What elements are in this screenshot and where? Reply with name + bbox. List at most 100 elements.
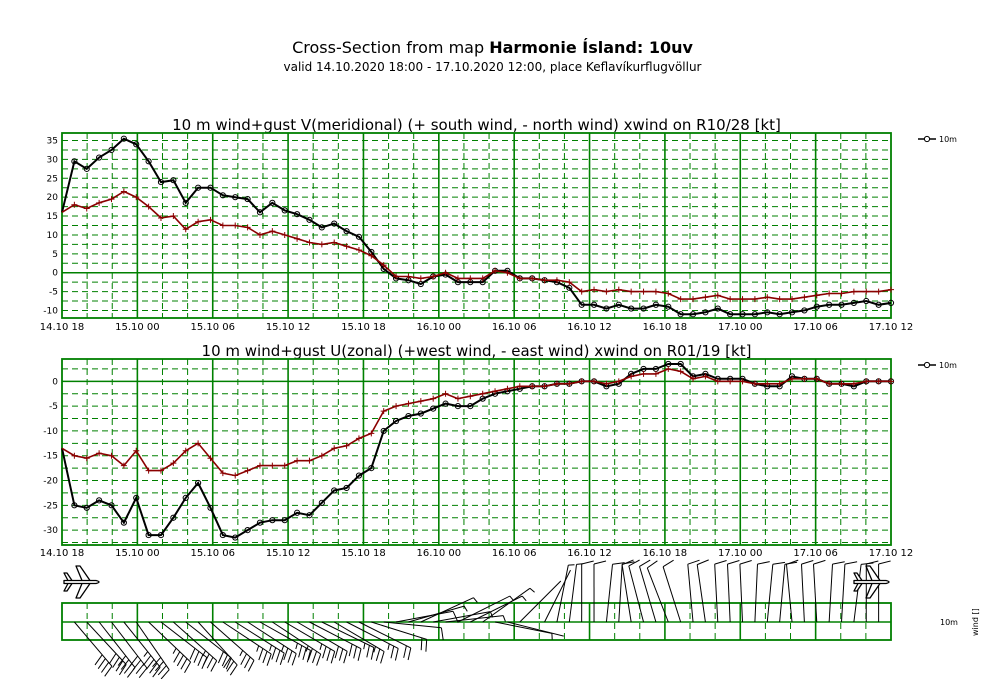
data-point-gust (714, 292, 721, 299)
x-tick-label: 17.10 00 (718, 322, 763, 333)
wind-barb (309, 621, 362, 661)
y-tick-label: 25 (47, 174, 58, 184)
barb-flag (298, 645, 303, 658)
barb-shaft (714, 564, 719, 623)
data-point-gust (665, 290, 672, 297)
data-point-wind (702, 309, 709, 316)
data-point-gust (541, 277, 548, 284)
data-point-wind (182, 199, 189, 206)
data-point-gust (529, 275, 536, 282)
barb-flag (612, 562, 625, 565)
barb-half-flag (529, 587, 535, 593)
data-point-gust (690, 296, 697, 303)
barb-flag (271, 647, 277, 660)
data-point-wind (430, 405, 437, 412)
barb-half-flag (281, 645, 285, 652)
barb-half-flag (502, 615, 506, 622)
barb-shaft (687, 564, 694, 623)
barb-half-flag (363, 643, 366, 650)
data-point-gust (776, 380, 783, 387)
data-point-wind (689, 311, 697, 318)
barb-flag (662, 559, 674, 568)
data-point-gust (96, 199, 103, 206)
barb-half-flag (256, 645, 260, 652)
data-point-wind (133, 494, 140, 501)
wind-barb (519, 580, 562, 623)
y-tick-label: -10 (43, 306, 58, 316)
data-point-wind (343, 228, 350, 235)
barb-flag (425, 639, 428, 652)
data-point-wind (454, 403, 462, 410)
wind-barb (247, 621, 297, 666)
data-point-gust (863, 378, 870, 385)
barb-flag (240, 653, 247, 665)
barb-flag (120, 659, 130, 670)
wind-barb (420, 597, 478, 623)
barb-shaft (727, 564, 731, 623)
wind-barb (544, 569, 571, 623)
barb-flag (138, 667, 148, 679)
barb-flag (189, 648, 196, 660)
wind-barb (494, 621, 553, 640)
wind-barb (739, 560, 752, 623)
barb-shaft (828, 564, 833, 623)
data-point-gust (368, 430, 375, 437)
data-point-wind (244, 527, 251, 534)
data-point-wind (108, 502, 115, 509)
data-point-gust (157, 214, 164, 221)
airplane-shape (63, 565, 100, 599)
data-point-gust (801, 294, 808, 301)
data-point-wind (145, 158, 152, 165)
barb-flag (247, 660, 255, 672)
barb-flag (223, 657, 231, 669)
subtitle: valid 14.10.2020 18:00 - 17.10.2020 12:0… (283, 60, 702, 74)
barb-flag (801, 560, 814, 565)
barb-flag (117, 655, 127, 666)
x-tick-label: 15.10 00 (115, 548, 160, 559)
data-point-wind (195, 184, 202, 191)
data-point-wind (120, 519, 127, 526)
barb-half-flag (295, 642, 298, 650)
x-tick-label: 14.10 18 (40, 322, 85, 333)
barb-flag (203, 653, 210, 666)
data-point-gust (516, 275, 523, 282)
barb-flag (275, 650, 281, 663)
barb-flag (813, 559, 826, 565)
barb-flag (714, 560, 727, 565)
strip-level-label: 10m (940, 618, 958, 627)
barb-shaft (779, 564, 786, 623)
x-tick-label: 16.10 18 (643, 322, 688, 333)
data-point-gust (232, 472, 239, 479)
x-tick-label: 15.10 00 (115, 322, 160, 333)
data-point-wind (838, 301, 845, 308)
barb-shaft (568, 564, 577, 623)
barb-flag (866, 560, 879, 565)
data-point-gust (875, 288, 882, 295)
data-point-gust (492, 267, 499, 274)
barb-flag (225, 657, 232, 670)
barb-shaft (222, 621, 272, 655)
data-point-gust (702, 373, 709, 380)
data-point-wind (306, 512, 313, 519)
barb-flag (639, 559, 651, 567)
y-tick-label: 0 (52, 269, 58, 279)
x-tick-label: 16.10 12 (567, 322, 612, 333)
data-point-gust (368, 252, 375, 259)
data-point-gust (133, 447, 140, 454)
barb-flag (366, 645, 370, 658)
wind-barb (662, 559, 682, 623)
data-point-wind (677, 311, 684, 318)
data-point-gust (454, 275, 461, 282)
data-point-gust (96, 450, 103, 457)
barb-shaft (639, 566, 657, 623)
wind-barb (234, 621, 285, 665)
data-point-gust (578, 288, 585, 295)
data-point-wind (71, 502, 78, 509)
wind-barb (346, 621, 399, 661)
data-point-wind (776, 311, 783, 318)
data-point-wind (281, 207, 288, 214)
barb-flag (244, 656, 251, 669)
data-point-wind (652, 301, 660, 308)
barb-shaft (618, 564, 623, 623)
x-tick-label: 15.10 18 (341, 548, 386, 559)
